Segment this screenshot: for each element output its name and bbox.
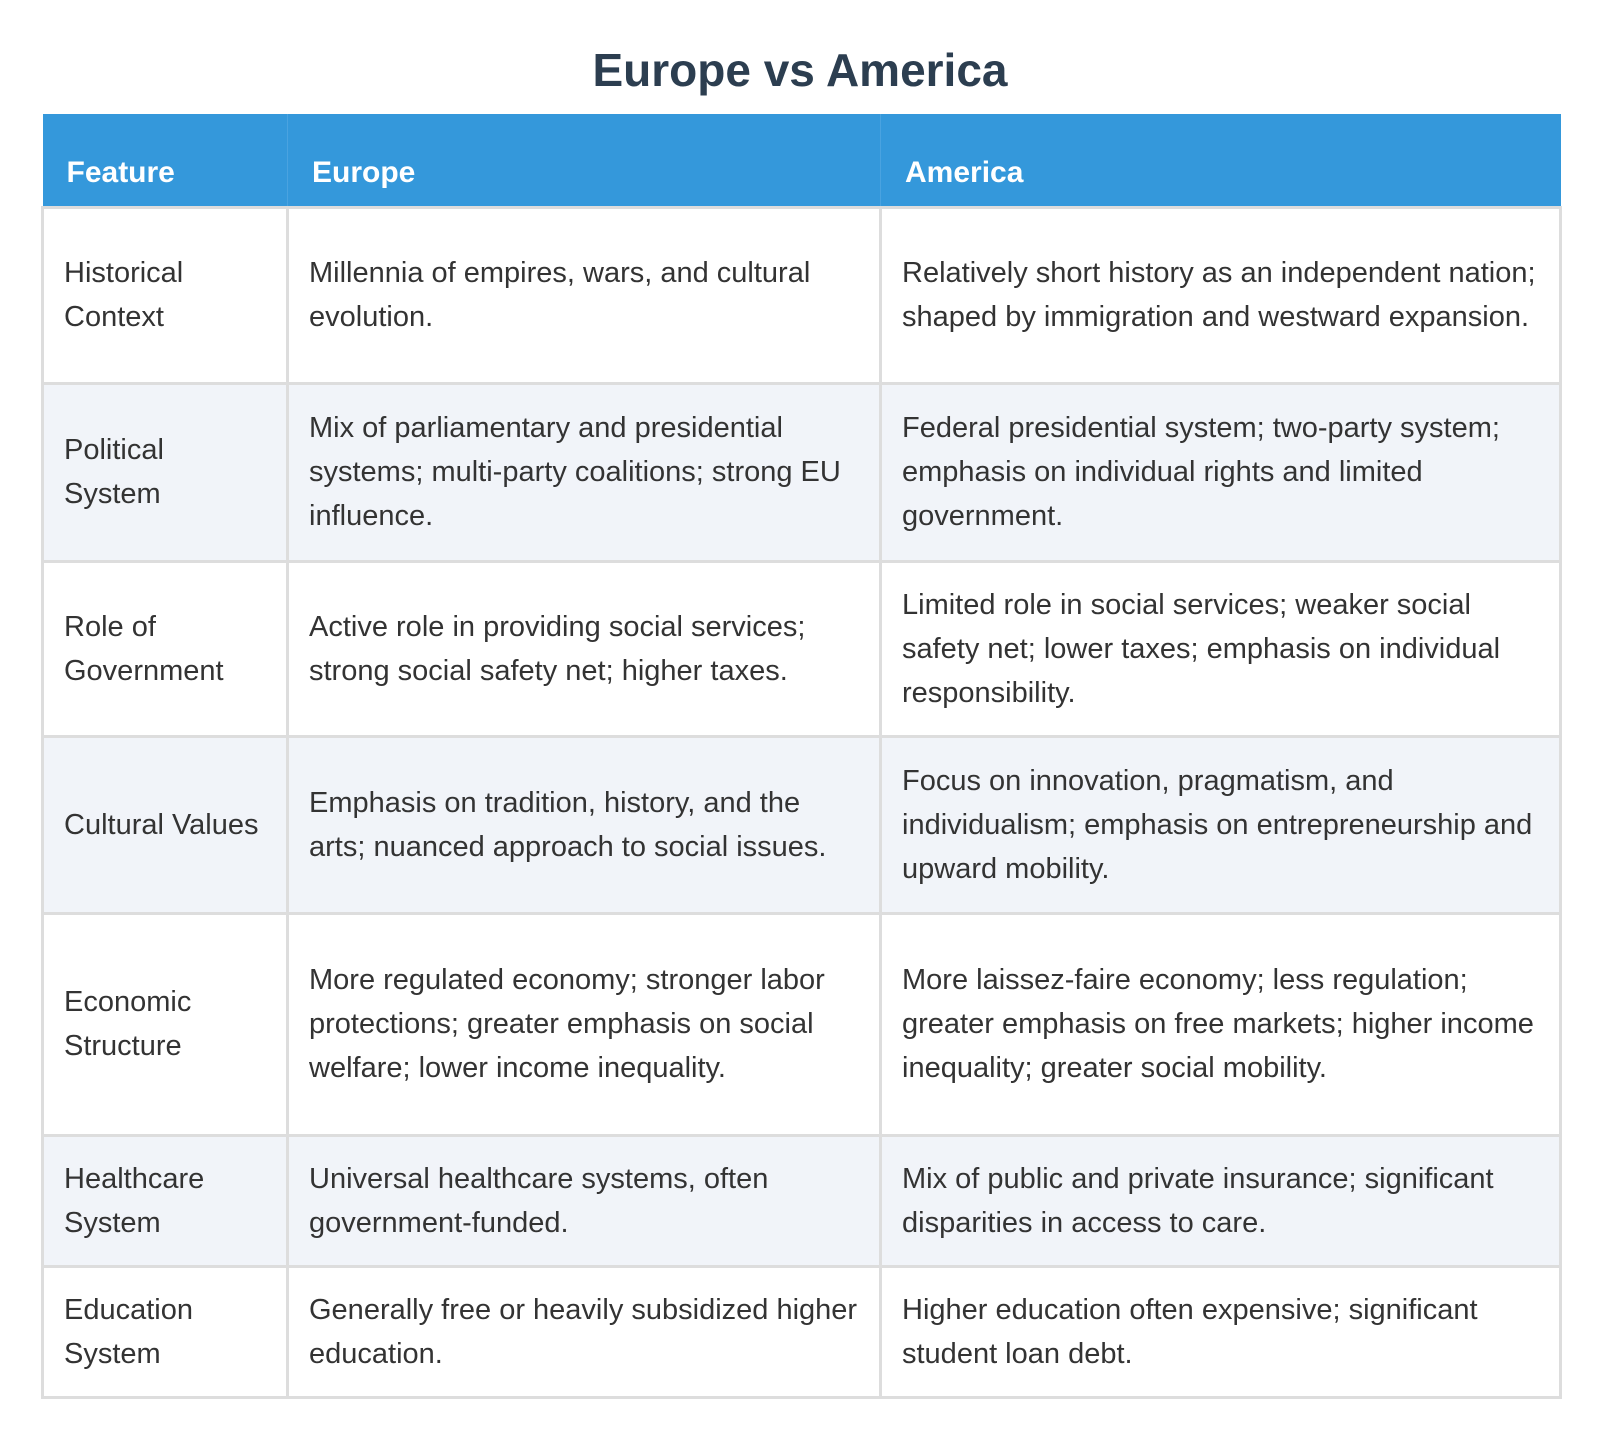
america-cell: Mix of public and private insurance; sig… bbox=[879, 1133, 1562, 1268]
column-header-feature: Feature bbox=[42, 114, 288, 209]
table-row: Political System Mix of parliamentary an… bbox=[41, 381, 1562, 563]
europe-cell: Mix of parliamentary and presidential sy… bbox=[286, 381, 882, 563]
column-header-america: America bbox=[880, 114, 1561, 209]
europe-cell: Active role in providing social services… bbox=[286, 559, 882, 738]
feature-cell: Cultural Values bbox=[41, 734, 289, 915]
america-cell: Higher education often expensive; signif… bbox=[879, 1264, 1562, 1399]
america-cell: More laissez-faire economy; less regulat… bbox=[879, 911, 1562, 1137]
feature-cell: Historical Context bbox=[41, 205, 289, 385]
europe-cell: More regulated economy; stronger labor p… bbox=[286, 911, 882, 1137]
america-cell: Limited role in social services; weaker … bbox=[879, 559, 1562, 738]
table-body: Historical Context Millennia of empires,… bbox=[41, 205, 1562, 1399]
feature-cell: Education System bbox=[41, 1264, 289, 1399]
europe-cell: Millennia of empires, wars, and cultural… bbox=[286, 205, 882, 385]
table-row: Role of Government Active role in provid… bbox=[41, 559, 1562, 738]
feature-cell: Political System bbox=[41, 381, 289, 563]
table-row: Historical Context Millennia of empires,… bbox=[41, 205, 1562, 385]
america-cell: Federal presidential system; two-party s… bbox=[879, 381, 1562, 563]
table-row: Cultural Values Emphasis on tradition, h… bbox=[41, 734, 1562, 915]
comparison-table: Feature Europe America Historical Contex… bbox=[41, 114, 1562, 1399]
feature-cell: Role of Government bbox=[41, 559, 289, 738]
table-row: Education System Generally free or heavi… bbox=[41, 1264, 1562, 1399]
page-title: Europe vs America bbox=[592, 44, 1008, 96]
table-row: Healthcare System Universal healthcare s… bbox=[41, 1133, 1562, 1268]
feature-cell: Healthcare System bbox=[41, 1133, 289, 1268]
america-cell: Relatively short history as an independe… bbox=[879, 205, 1562, 385]
america-cell: Focus on innovation, pragmatism, and ind… bbox=[879, 734, 1562, 915]
europe-cell: Emphasis on tradition, history, and the … bbox=[286, 734, 882, 915]
europe-cell: Generally free or heavily subsidized hig… bbox=[286, 1264, 882, 1399]
table-row: Economic Structure More regulated econom… bbox=[41, 911, 1562, 1137]
table-header: Feature Europe America bbox=[42, 114, 1561, 209]
column-header-europe: Europe bbox=[287, 114, 881, 209]
feature-cell: Economic Structure bbox=[41, 911, 289, 1137]
europe-cell: Universal healthcare systems, often gove… bbox=[286, 1133, 882, 1268]
header-row: Feature Europe America bbox=[42, 114, 1561, 209]
